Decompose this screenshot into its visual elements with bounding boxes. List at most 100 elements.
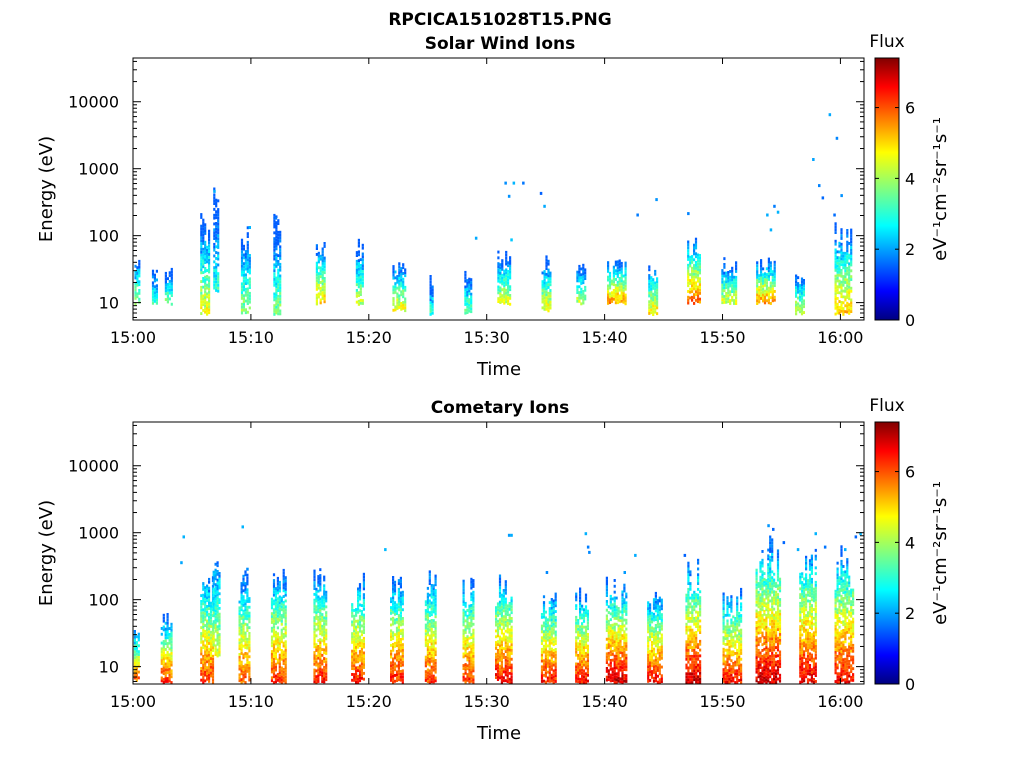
heatmap-cell	[214, 653, 217, 656]
heatmap-cell	[215, 268, 218, 272]
heatmap-cell	[697, 596, 700, 600]
heatmap-cell	[357, 645, 360, 649]
heatmap-cell	[758, 280, 761, 283]
heatmap-cell	[731, 295, 734, 299]
heatmap-cell	[472, 590, 475, 594]
heatmap-cell	[208, 235, 211, 239]
heatmap-cell	[698, 280, 701, 284]
heatmap-cell	[472, 643, 475, 647]
heatmap-cell	[248, 277, 251, 281]
heatmap-cell	[581, 677, 584, 681]
heatmap-cell	[582, 292, 585, 296]
heatmap-cell	[756, 278, 759, 282]
heatmap-cell	[550, 603, 553, 607]
heatmap-cell	[246, 281, 249, 285]
heatmap-cell	[359, 272, 362, 276]
heatmap-cell	[400, 270, 403, 273]
heatmap-cell	[270, 635, 274, 639]
heatmap-cell	[698, 297, 701, 301]
heatmap-cell	[200, 661, 203, 665]
heatmap-cell	[648, 294, 651, 298]
heatmap-cell	[834, 295, 837, 298]
heatmap-cell	[468, 286, 471, 290]
heatmap-cell	[397, 631, 400, 635]
heatmap-cell	[685, 643, 688, 647]
heatmap-cell	[687, 587, 690, 591]
heatmap-cell	[695, 657, 698, 661]
heatmap-cell	[273, 219, 276, 223]
heatmap-cell	[581, 642, 584, 646]
heatmap-cell	[424, 614, 427, 618]
heatmap-cell	[695, 631, 698, 634]
heatmap-cell	[623, 589, 626, 593]
heatmap-cell	[548, 642, 551, 645]
heatmap-cell	[615, 654, 618, 658]
heatmap-cell	[510, 657, 513, 661]
colorbar-solar-wind	[874, 57, 900, 321]
heatmap-cell	[691, 266, 694, 270]
heatmap-cell	[621, 677, 624, 681]
heatmap-cell	[215, 262, 218, 266]
heatmap-cell	[282, 641, 285, 645]
heatmap-cell	[401, 593, 404, 597]
heatmap-cell	[654, 618, 657, 621]
heatmap-cell	[773, 263, 776, 267]
heatmap-cell	[613, 614, 616, 617]
heatmap-cell	[660, 680, 663, 683]
heatmap-cell	[402, 280, 405, 284]
heatmap-cell	[208, 270, 211, 274]
heatmap-cell	[540, 630, 544, 634]
heatmap-cell	[724, 643, 727, 646]
heatmap-cell	[273, 298, 276, 302]
heatmap-cell	[582, 643, 586, 647]
heatmap-cell	[726, 596, 729, 600]
heatmap-cell	[357, 596, 360, 600]
heatmap-cell	[200, 640, 203, 644]
heatmap-cell	[612, 289, 615, 292]
heatmap-cell	[622, 283, 625, 287]
heatmap-cell	[244, 640, 247, 644]
heatmap-cell	[687, 272, 690, 276]
heatmap-cell	[697, 654, 700, 658]
heatmap-cell	[134, 282, 137, 286]
heatmap-cell	[691, 599, 694, 603]
heatmap-cell	[170, 643, 173, 647]
heatmap-cell	[396, 304, 399, 307]
heatmap-cell	[506, 604, 509, 608]
heatmap-cell	[166, 630, 169, 634]
heatmap-cell	[685, 593, 688, 597]
heatmap-cell	[321, 653, 324, 657]
heatmap-cell	[547, 280, 550, 284]
heatmap-cell	[580, 279, 583, 282]
heatmap-cell	[321, 291, 324, 295]
heatmap-cell	[502, 679, 505, 683]
heatmap-cell	[546, 650, 549, 654]
heatmap-cell	[762, 267, 765, 271]
heatmap-cell	[215, 222, 218, 225]
heatmap-cell	[548, 612, 551, 616]
heatmap-cell	[401, 619, 404, 623]
heatmap-cell	[506, 662, 509, 666]
heatmap-cell	[605, 617, 608, 621]
heatmap-cell	[202, 227, 205, 231]
heatmap-cell	[315, 590, 318, 594]
heatmap-cell	[282, 679, 285, 683]
heatmap-cell	[846, 307, 849, 311]
heatmap-cell	[200, 233, 203, 237]
heatmap-cell	[728, 677, 731, 681]
heatmap-cell	[616, 266, 619, 270]
heatmap-cell	[577, 665, 580, 669]
heatmap-cell	[762, 299, 765, 303]
heatmap-cell	[654, 606, 657, 610]
heatmap-cell	[218, 606, 221, 610]
heatmap-cell	[509, 302, 512, 306]
heatmap-cell	[214, 609, 217, 613]
heatmap-cell	[723, 295, 726, 298]
heatmap-cell	[500, 622, 503, 626]
heatmap-cell	[691, 669, 694, 673]
heatmap-cell	[579, 625, 582, 629]
sparse-point	[812, 158, 815, 161]
heatmap-cell	[170, 637, 173, 641]
heatmap-cell	[840, 234, 843, 237]
heatmap-cell	[760, 294, 763, 297]
